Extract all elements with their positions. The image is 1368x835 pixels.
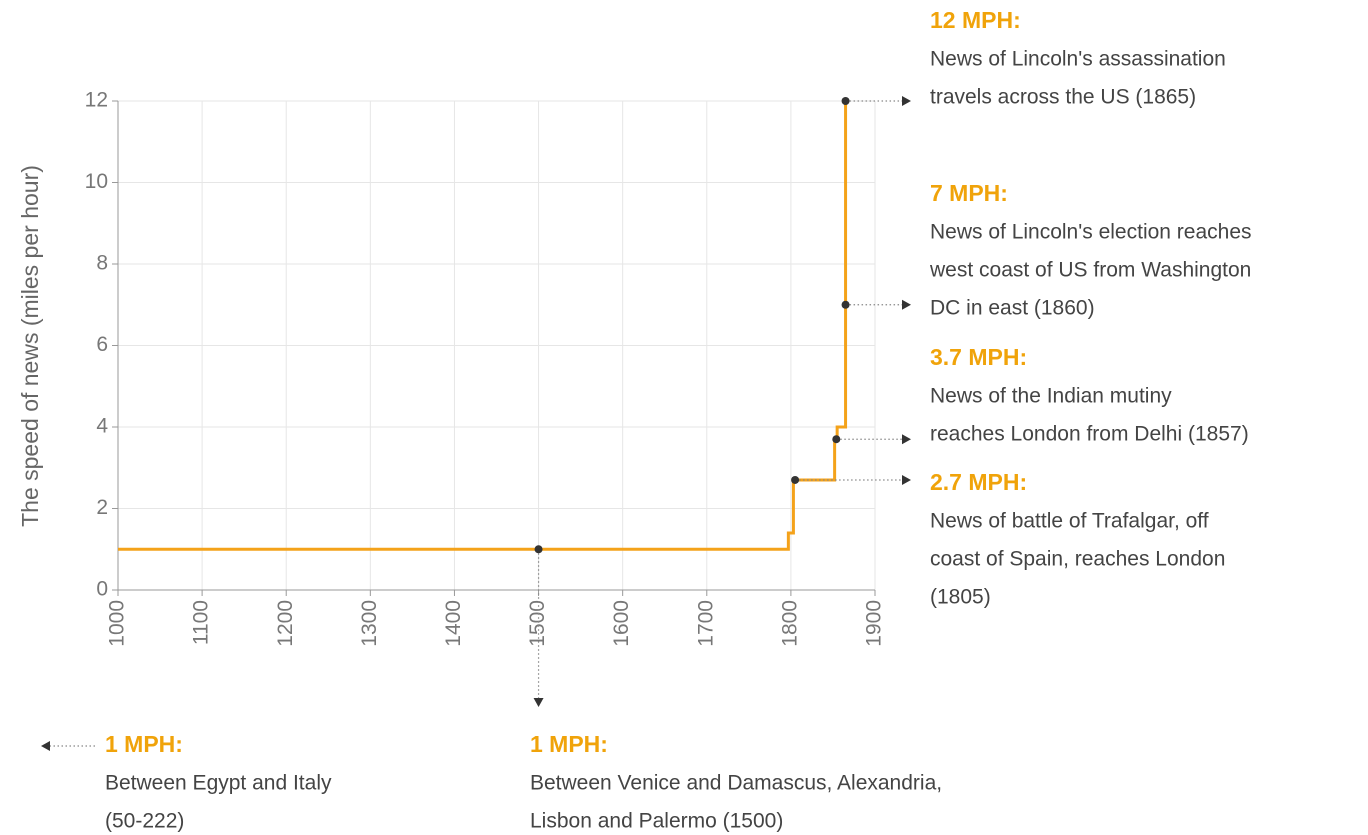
x-tick-label: 1800 [778, 600, 801, 647]
annotation-text: (50-222) [105, 810, 184, 833]
data-point [841, 97, 850, 105]
annotation-text: Between Egypt and Italy [105, 772, 332, 795]
x-tick-label: 1100 [190, 600, 213, 645]
arrow-head [902, 434, 911, 445]
y-tick-label: 2 [96, 496, 108, 519]
x-tick-label: 1200 [274, 600, 297, 647]
y-tick-label: 12 [85, 89, 108, 112]
y-tick-label: 8 [96, 252, 108, 275]
annotation-heading: 1 MPH: [105, 731, 183, 757]
x-tick-label: 1400 [442, 600, 465, 647]
y-tick-label: 10 [85, 170, 108, 193]
annotation-text: (1805) [930, 586, 991, 609]
data-point [841, 300, 850, 309]
arrow-head [41, 741, 50, 751]
x-tick-label: 1300 [358, 600, 381, 647]
annotation-text: News of Lincoln's assassination [930, 48, 1226, 71]
y-tick-label: 4 [96, 415, 108, 438]
y-tick-label: 0 [96, 578, 108, 601]
step-line [118, 101, 848, 551]
y-tick-label: 6 [96, 333, 108, 356]
arrow-head [902, 474, 911, 485]
annotation-text: DC in east (1860) [930, 297, 1095, 320]
annotation-text: News of the Indian mutiny [930, 385, 1172, 408]
annotation-text: Between Venice and Damascus, Alexandria, [530, 772, 942, 795]
arrow-head [902, 299, 911, 310]
annotation-heading: 2.7 MPH: [930, 469, 1027, 495]
annotation-text: reaches London from Delhi (1857) [930, 423, 1249, 446]
y-axis-title: The speed of news (miles per hour) [17, 165, 43, 527]
annotation-text: Lisbon and Palermo (1500) [530, 810, 783, 833]
x-tick-label: 1000 [106, 600, 129, 647]
annotation-heading: 1 MPH: [530, 731, 608, 757]
x-tick-label: 1700 [694, 600, 717, 647]
arrow-head [902, 96, 911, 106]
annotation-text: coast of Spain, reaches London [930, 548, 1225, 571]
x-tick-label: 1500 [526, 600, 549, 647]
annotation-text: News of battle of Trafalgar, off [930, 510, 1209, 533]
data-point [791, 475, 800, 484]
annotation-heading: 7 MPH: [930, 180, 1008, 206]
annotation-heading: 3.7 MPH: [930, 344, 1027, 370]
data-point [534, 545, 543, 554]
annotation-text: News of Lincoln's election reaches [930, 221, 1252, 244]
annotation-text: travels across the US (1865) [930, 86, 1196, 109]
x-tick-label: 1900 [863, 600, 886, 647]
arrow-head [533, 698, 544, 707]
x-tick-label: 1600 [610, 600, 633, 647]
annotation-heading: 12 MPH: [930, 7, 1021, 33]
annotation-text: west coast of US from Washington [929, 259, 1251, 282]
data-point [832, 435, 841, 444]
